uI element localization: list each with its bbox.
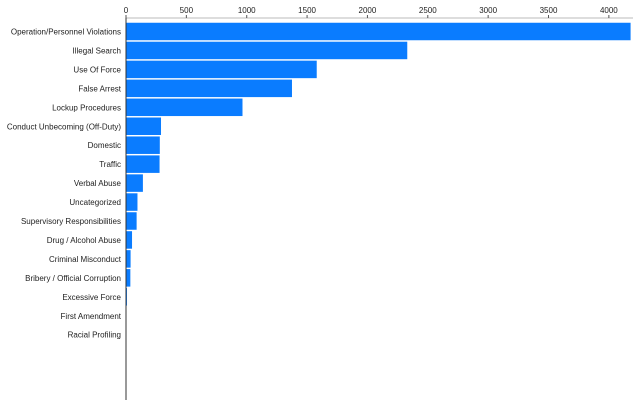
category-label: Verbal Abuse: [74, 179, 122, 188]
bar[interactable]: [126, 80, 292, 98]
bar[interactable]: [126, 174, 143, 192]
x-tick-label: 2000: [359, 6, 377, 15]
category-label: Operation/Personnel Violations: [11, 28, 121, 37]
category-labels: Operation/Personnel Violations Illegal Se…: [7, 28, 122, 340]
x-tick-label: 500: [180, 6, 194, 15]
category-label: Racial Profiling: [68, 331, 121, 340]
category-label: First Amendment: [61, 312, 122, 321]
x-tick-label: 1500: [298, 6, 316, 15]
category-label: Supervisory Responsibilities: [21, 217, 121, 226]
category-label: Conduct Unbecoming (Off-Duty): [7, 122, 121, 131]
bar[interactable]: [126, 231, 132, 249]
category-label: Traffic: [99, 160, 121, 169]
bar[interactable]: [126, 23, 631, 41]
bar[interactable]: [126, 118, 161, 136]
category-label: Excessive Force: [62, 293, 121, 302]
x-tick-label: 2500: [419, 6, 437, 15]
bar[interactable]: [126, 250, 131, 268]
category-label: Bribery / Official Corruption: [25, 274, 121, 283]
bars: [126, 23, 631, 344]
category-label: Lockup Procedures: [52, 103, 121, 112]
category-label: Criminal Misconduct: [49, 255, 122, 264]
x-tick-label: 3500: [540, 6, 558, 15]
x-axis: 0 500 1000 1500 2000 2500 3000 3500 4000: [124, 6, 633, 18]
bar[interactable]: [126, 99, 242, 117]
category-label: Domestic: [88, 141, 121, 150]
bar[interactable]: [126, 61, 317, 79]
bar[interactable]: [126, 193, 137, 211]
bar[interactable]: [126, 155, 160, 173]
bar[interactable]: [126, 212, 137, 230]
bar[interactable]: [126, 269, 130, 287]
bar[interactable]: [126, 42, 407, 60]
x-tick-label: 0: [124, 6, 129, 15]
category-label: False Arrest: [78, 84, 121, 93]
category-label: Use Of Force: [73, 65, 121, 74]
category-label: Drug / Alcohol Abuse: [47, 236, 122, 245]
bar[interactable]: [126, 136, 160, 154]
x-tick-label: 4000: [600, 6, 618, 15]
x-tick-label: 3000: [479, 6, 497, 15]
x-tick-label: 1000: [238, 6, 256, 15]
category-label: Illegal Search: [73, 46, 121, 55]
category-label: Uncategorized: [69, 198, 121, 207]
